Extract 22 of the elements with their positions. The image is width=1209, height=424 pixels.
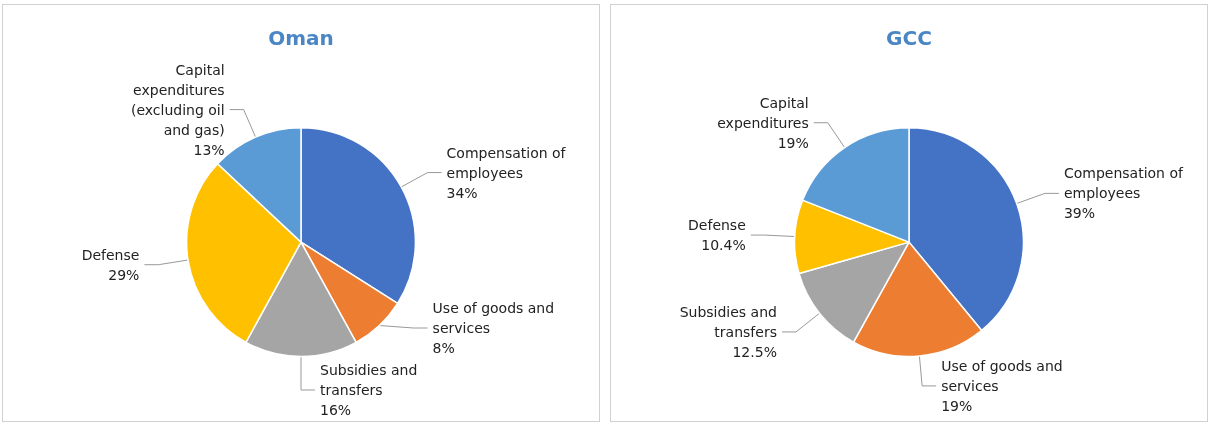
data-label: 39% (1063, 205, 1096, 222)
chart-title: GCC (886, 26, 932, 50)
data-label: 16% (320, 402, 352, 418)
slice-label: Subsidies and transfers (320, 362, 418, 398)
data-label: 34% (446, 184, 478, 201)
slice-label: Compensation of employees (1063, 165, 1184, 202)
slice-label: Defense (688, 217, 746, 234)
data-label: 29% (108, 266, 140, 283)
slice-label: Compensation of employees (446, 144, 567, 181)
data-label: 8% (432, 340, 455, 356)
slice-label: Defense (81, 246, 140, 263)
data-label: 13% (193, 141, 225, 158)
slice-label: Capital expenditures (717, 94, 809, 131)
chart-title: Oman (268, 26, 334, 50)
slice-label: Subsidies and transfers (679, 303, 777, 340)
slice-label: Use of goods and services (432, 300, 555, 336)
slice-label: Use of goods and services (941, 357, 1063, 394)
data-label: 19% (777, 134, 809, 151)
slice-label: Capital expenditures (excluding oil and gas) (130, 61, 225, 138)
data-label: 10.4% (701, 237, 746, 254)
data-label: 12.5% (732, 343, 777, 360)
data-label: 19% (941, 397, 973, 414)
